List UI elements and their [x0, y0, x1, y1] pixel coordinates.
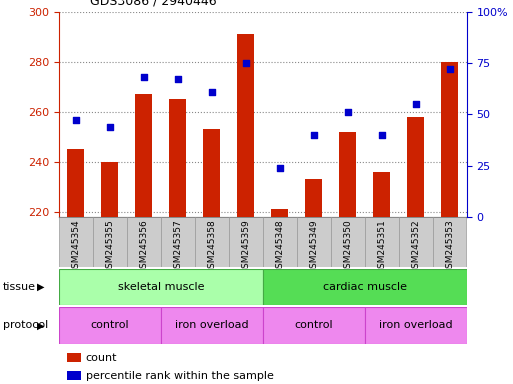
Text: GDS3086 / 2940446: GDS3086 / 2940446 — [90, 0, 216, 8]
Bar — [305, 179, 322, 217]
Text: ▶: ▶ — [37, 282, 45, 292]
Text: protocol: protocol — [3, 320, 48, 331]
Text: GSM245349: GSM245349 — [309, 219, 319, 273]
Bar — [399, 217, 432, 267]
Point — [344, 109, 352, 115]
Bar — [365, 217, 399, 267]
Text: iron overload: iron overload — [379, 320, 452, 331]
Bar — [67, 371, 82, 380]
Bar — [373, 172, 390, 217]
Text: skeletal muscle: skeletal muscle — [117, 282, 204, 292]
Bar — [67, 353, 82, 362]
Bar — [271, 209, 288, 217]
Text: GSM245350: GSM245350 — [343, 219, 352, 274]
Text: count: count — [86, 353, 117, 363]
Bar — [331, 217, 365, 267]
Point — [276, 165, 284, 171]
Text: cardiac muscle: cardiac muscle — [323, 282, 407, 292]
Point — [140, 74, 148, 80]
Bar — [127, 217, 161, 267]
Bar — [365, 307, 467, 344]
Text: GSM245352: GSM245352 — [411, 219, 420, 273]
Bar — [297, 217, 330, 267]
Text: GSM245357: GSM245357 — [173, 219, 183, 274]
Text: GSM245355: GSM245355 — [106, 219, 114, 274]
Bar — [59, 307, 161, 344]
Text: percentile rank within the sample: percentile rank within the sample — [86, 371, 273, 381]
Bar — [433, 217, 466, 267]
Text: GSM245358: GSM245358 — [207, 219, 216, 274]
Bar — [195, 217, 229, 267]
Bar — [60, 217, 93, 267]
Point — [412, 101, 420, 107]
Text: GSM245354: GSM245354 — [71, 219, 81, 273]
Point — [310, 132, 318, 138]
Bar — [340, 132, 357, 217]
Point — [72, 118, 80, 124]
Bar — [263, 307, 365, 344]
Bar — [161, 307, 263, 344]
Point — [242, 60, 250, 66]
Bar — [204, 129, 221, 217]
Bar — [93, 217, 127, 267]
Bar — [441, 61, 458, 217]
Text: GSM245356: GSM245356 — [140, 219, 148, 274]
Text: control: control — [91, 320, 129, 331]
Text: GSM245351: GSM245351 — [378, 219, 386, 274]
Bar — [169, 99, 186, 217]
Point — [106, 124, 114, 130]
Bar — [59, 269, 263, 305]
Text: GSM245359: GSM245359 — [242, 219, 250, 274]
Bar — [102, 162, 119, 217]
Point — [208, 89, 216, 95]
Text: GSM245348: GSM245348 — [275, 219, 284, 273]
Text: ▶: ▶ — [37, 320, 45, 331]
Bar — [407, 117, 424, 217]
Bar — [263, 217, 297, 267]
Text: GSM245353: GSM245353 — [445, 219, 455, 274]
Point — [378, 132, 386, 138]
Text: control: control — [294, 320, 333, 331]
Text: tissue: tissue — [3, 282, 35, 292]
Point — [174, 76, 182, 83]
Bar — [161, 217, 194, 267]
Bar — [238, 34, 254, 217]
Bar — [68, 149, 85, 217]
Bar — [135, 94, 152, 217]
Bar — [263, 269, 467, 305]
Bar — [229, 217, 263, 267]
Point — [446, 66, 454, 72]
Text: iron overload: iron overload — [175, 320, 249, 331]
